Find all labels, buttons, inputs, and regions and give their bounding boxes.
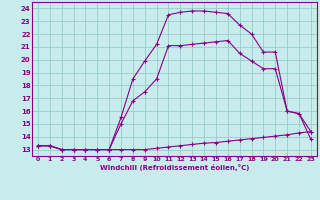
X-axis label: Windchill (Refroidissement éolien,°C): Windchill (Refroidissement éolien,°C) <box>100 164 249 171</box>
